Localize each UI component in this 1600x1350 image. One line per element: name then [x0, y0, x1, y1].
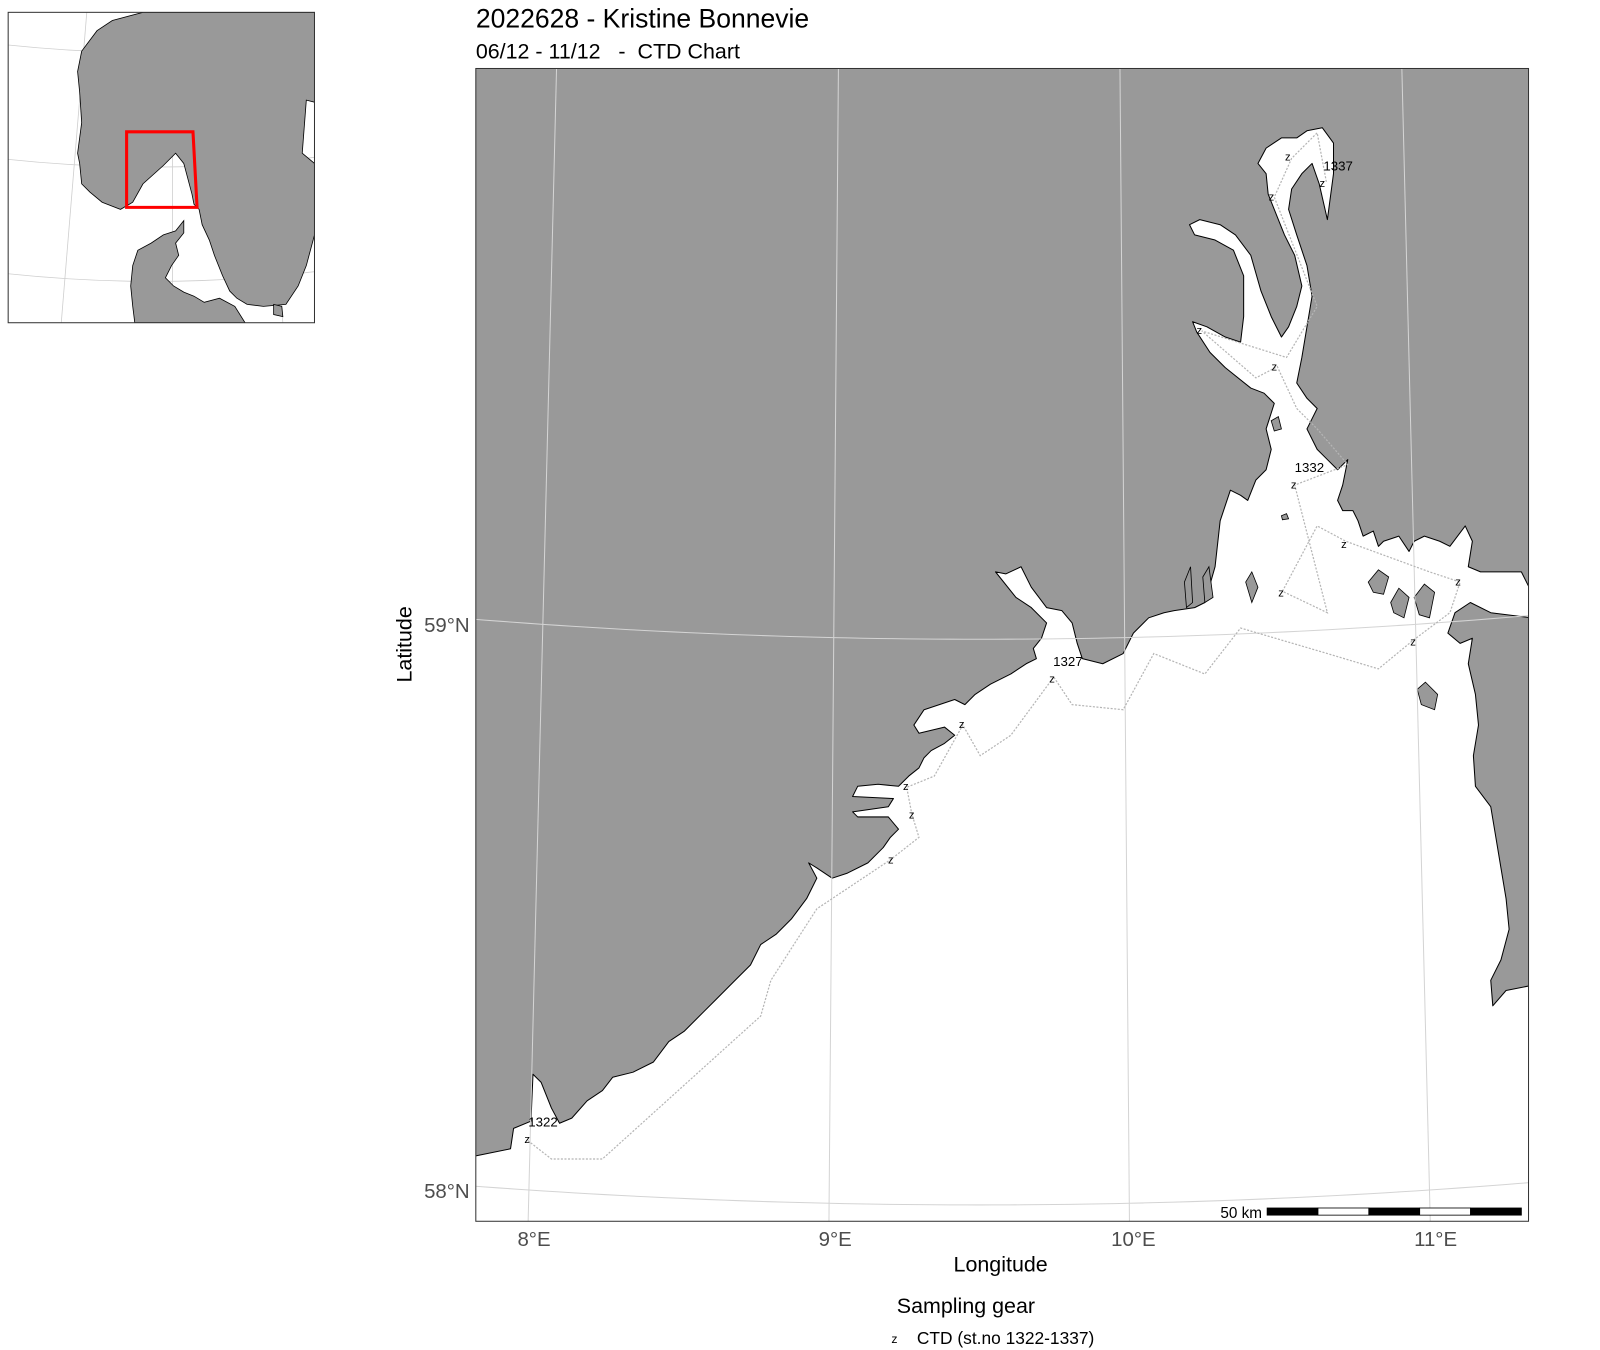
islands — [1184, 416, 1439, 711]
island — [1413, 583, 1436, 619]
inset-land-island — [273, 303, 284, 318]
cruise-track — [527, 131, 1461, 1160]
graticule — [475, 68, 1529, 1222]
x-tick-label: 10°E — [1111, 1229, 1155, 1251]
ctd-station-marker: z — [1197, 325, 1203, 337]
inset-highlight-box — [125, 130, 199, 209]
y-axis-title: Latitude — [392, 606, 416, 682]
x-axis: 8°E 9°E 10°E 11°E Longitude — [517, 1229, 1457, 1277]
x-tick-label: 11°E — [1414, 1229, 1457, 1251]
ctd-station-marker: z — [1269, 192, 1275, 204]
sea-area — [475, 127, 1529, 1222]
main-map: z 1322 z z z z z 1327 z z z z 1332 z z z z z z 1337 50 km — [475, 67, 1530, 1222]
stations: z 1322 z z z z z 1327 z z z z 1332 z z z z z z 1337 — [524, 151, 1461, 1146]
station-number-label: 1337 — [1323, 158, 1353, 173]
x-tick-label: 8°E — [517, 1229, 550, 1251]
island — [1184, 566, 1194, 609]
inset-land-norway-sweden — [77, 12, 315, 307]
meridian-line — [828, 68, 839, 1222]
ctd-station-marker: z — [1410, 637, 1416, 649]
ctd-station-marker: z — [1049, 674, 1055, 686]
inset-map — [7, 11, 315, 324]
ctd-station-marker: z — [1319, 178, 1325, 190]
y-tick-label: 59°N — [424, 615, 470, 637]
parallel-line — [475, 615, 1529, 640]
ctd-station-marker: z — [1455, 577, 1461, 589]
legend-title: Sampling gear — [897, 1294, 1035, 1318]
meridian-line — [1119, 68, 1130, 1222]
x-axis-title: Longitude — [954, 1252, 1048, 1276]
scale-bar-label: 50 km — [1220, 1205, 1262, 1222]
station-number-label: 1327 — [1053, 654, 1083, 669]
scale-bar-segment — [1419, 1207, 1471, 1216]
chart-subtitle: 06/12 - 11/12 - CTD Chart — [476, 39, 740, 63]
scale-bar-segment — [1470, 1207, 1522, 1216]
island — [1367, 569, 1390, 595]
inset-land-denmark — [130, 219, 246, 323]
legend-symbol: z — [891, 1332, 897, 1346]
ctd-station-marker: z — [1291, 479, 1297, 491]
scale-bar-segment — [1368, 1207, 1421, 1216]
ctd-station-marker: z — [524, 1134, 530, 1146]
chart-title: 2022628 - Kristine Bonnevie — [476, 4, 809, 34]
meridian-line — [527, 68, 558, 1222]
meridian-line — [1401, 68, 1431, 1222]
parallel-line — [475, 1182, 1529, 1206]
ctd-station-marker: z — [1285, 151, 1291, 163]
scale-bar: 50 km — [1220, 1205, 1522, 1222]
ctd-station-marker: z — [1272, 361, 1278, 373]
island — [1202, 565, 1214, 604]
ctd-station-marker: z — [909, 809, 915, 821]
island — [1280, 513, 1290, 521]
legend-item-label: CTD (st.no 1322-1337) — [917, 1328, 1094, 1348]
station-number-label: 1322 — [528, 1115, 558, 1130]
scale-bar-segment — [1317, 1207, 1370, 1216]
station-number-label: 1332 — [1295, 460, 1325, 475]
island — [1390, 587, 1410, 619]
island — [1245, 570, 1259, 604]
scale-bar-segment — [1266, 1207, 1319, 1216]
ctd-station-marker: z — [888, 854, 894, 866]
island — [1270, 416, 1282, 432]
y-tick-label: 58°N — [424, 1181, 470, 1203]
y-axis: 59°N 58°N Latitude — [392, 606, 469, 1203]
island — [1416, 681, 1439, 711]
x-tick-label: 9°E — [819, 1229, 852, 1251]
ctd-station-marker: z — [1278, 588, 1284, 600]
ctd-station-marker: z — [1341, 539, 1347, 551]
map-frame — [475, 67, 1530, 1222]
inset-frame — [7, 11, 315, 324]
ctd-station-marker: z — [903, 781, 909, 793]
legend: Sampling gear z CTD (st.no 1322-1337) — [891, 1294, 1094, 1348]
ctd-station-marker: z — [959, 719, 965, 731]
